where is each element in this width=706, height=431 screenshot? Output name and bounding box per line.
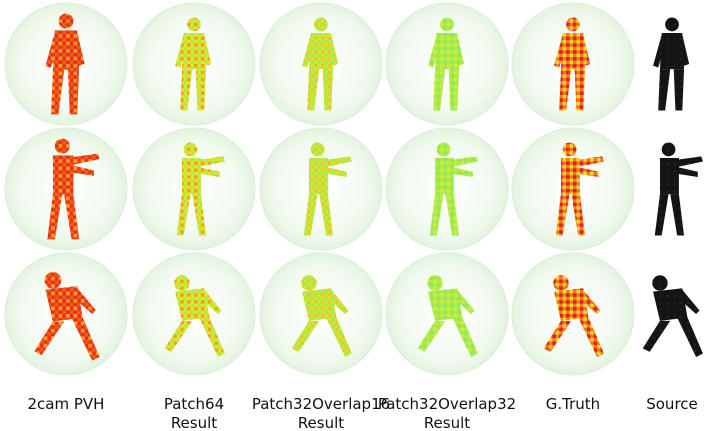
figure: 2cam PVHPatch64ResultPatch32Overlap16Res… [0, 0, 706, 431]
source-photo [655, 143, 703, 236]
source-photo [643, 275, 703, 357]
column-label: G.Truth [546, 395, 600, 413]
column-label: Patch32Overlap32 [378, 395, 516, 413]
column-label: Result [424, 414, 470, 431]
column-label: 2cam PVH [28, 395, 105, 413]
column-label: Source [646, 395, 698, 413]
column-label: Result [298, 414, 344, 431]
column-label: Patch32Overlap16 [252, 395, 390, 413]
column-label: Patch64 [164, 395, 224, 413]
source-photo [653, 18, 689, 111]
column-label: Result [171, 414, 217, 431]
